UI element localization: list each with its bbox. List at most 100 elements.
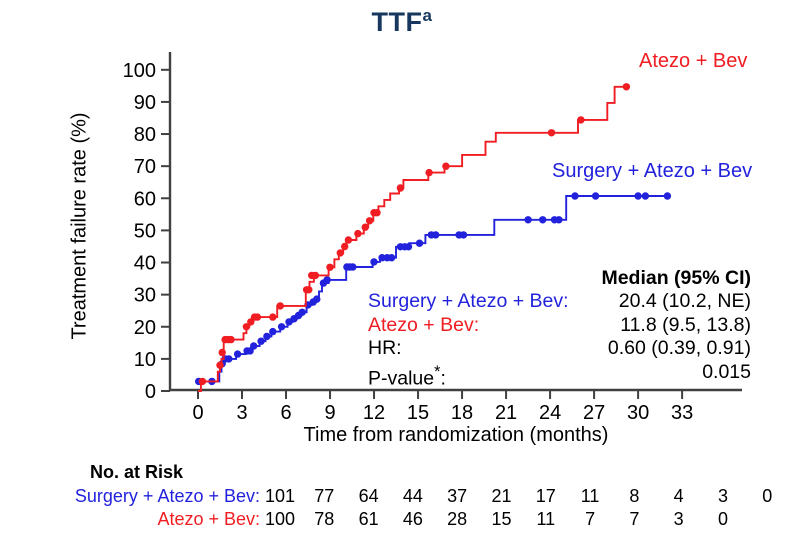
censor-dot-surgery-atezo-bev [269,327,277,336]
censor-dot-atezo-bev [577,116,585,124]
censor-dot-surgery-atezo-bev [591,192,600,200]
risk-count: 3 [673,509,684,529]
y-tick-label: 10 [134,349,156,371]
censor-dot-surgery-atezo-bev [323,276,331,284]
censor-dot-surgery-atezo-bev [634,192,642,200]
stats-row-hr: HR: 0.60 (0.39, 0.91) [368,337,751,361]
x-tick-label: 30 [627,402,649,424]
censor-dot-surgery-atezo-bev [313,295,321,303]
risk-count: 28 [447,509,468,529]
stats-row-pvalue: P-value*: 0.015 [368,360,751,390]
x-tick-label: 33 [671,402,693,424]
stats-label-pvalue: P-value*: [368,362,446,390]
censor-dot-atezo-bev [354,229,362,238]
risk-count: 100 [264,509,296,529]
censor-dot-atezo-bev [547,129,556,137]
risk-count: 7 [585,509,596,529]
x-tick-label: 0 [192,402,203,424]
censor-dot-surgery-atezo-bev [432,231,440,239]
censor-dot-surgery-atezo-bev [250,342,258,350]
censor-dot-surgery-atezo-bev [257,337,265,345]
risk-count: 7 [629,509,640,529]
censor-dot-surgery-atezo-bev [555,216,563,224]
y-tick-label: 0 [145,381,156,403]
y-tick-label: 100 [123,60,156,82]
censor-dot-surgery-atezo-bev [459,231,468,239]
risk-count: 37 [447,486,468,506]
censor-dot-atezo-bev [396,184,405,192]
censor-dot-atezo-bev [305,286,313,294]
censor-dot-surgery-atezo-bev [225,355,233,363]
risk-count: 15 [491,509,512,529]
risk-row-label: Surgery + Atezo + Bev: [74,486,260,506]
risk-count: 101 [264,486,296,506]
legend-atezo-bev: Atezo + Bev [639,50,748,72]
censor-dot-atezo-bev [341,242,349,251]
censor-dot-atezo-bev [227,335,235,344]
x-tick-label: 15 [407,402,429,424]
stats-value-pvalue: 0.015 [702,360,751,383]
x-tick-label: 3 [236,402,247,424]
censor-dot-atezo-bev [365,217,374,225]
censor-dot-surgery-atezo-bev [233,350,242,358]
x-axis-label: Time from randomization (months) [303,424,609,446]
x-tick-label: 9 [324,402,335,424]
censor-dot-surgery-atezo-bev [349,263,357,271]
censor-dot-surgery-atezo-bev [571,192,579,200]
risk-count: 46 [402,509,423,529]
stats-value-atezo: 11.8 (9.5, 13.8) [620,313,751,336]
x-tick-label: 27 [583,402,605,424]
y-tick-label: 20 [134,317,156,339]
risk-count: 0 [762,486,773,506]
legend-surgery-atezo-bev: Surgery + Atezo + Bev [552,160,753,182]
risk-count: 17 [535,486,556,506]
censor-dot-surgery-atezo-bev [641,192,650,200]
risk-row-label: Atezo + Bev: [157,509,260,529]
risk-count: 78 [314,509,335,529]
risk-count: 8 [629,486,640,506]
stats-value-surgery: 20.4 (10.2, NE) [618,290,751,312]
x-tick-label: 24 [539,402,561,424]
censor-dot-surgery-atezo-bev [277,323,286,331]
risk-count: 11 [580,486,600,506]
censor-dot-atezo-bev [311,271,320,280]
censor-dot-atezo-bev [373,209,381,217]
x-tick-label: 18 [451,402,473,424]
censor-dot-atezo-bev [269,313,277,321]
chart-title: TTFa [0,6,804,38]
risk-count: 64 [358,486,379,506]
censor-dot-surgery-atezo-bev [298,308,306,316]
risk-count: 3 [717,486,728,506]
censor-dot-surgery-atezo-bev [415,239,424,247]
risk-count: 11 [536,509,556,529]
y-axis-label: Treatment failure rate (%) [68,112,91,340]
censor-dot-atezo-bev [425,168,433,177]
risk-count: 61 [358,509,379,529]
x-tick-label: 12 [363,402,385,424]
censor-dot-atezo-bev [253,313,262,321]
censor-dot-atezo-bev [622,83,631,91]
censor-dot-atezo-bev [361,223,369,231]
stats-label-hr: HR: [368,337,402,359]
stats-label-atezo: Atezo + Bev: [368,313,480,336]
risk-count: 21 [491,486,512,506]
stats-row-atezo: Atezo + Bev: 11.8 (9.5, 13.8) [368,314,751,338]
censor-dot-atezo-bev [326,263,334,271]
censor-dot-surgery-atezo-bev [378,254,386,262]
censor-dot-surgery-atezo-bev [404,243,413,251]
censor-dot-surgery-atezo-bev [370,258,378,266]
censor-dot-atezo-bev [242,323,251,331]
y-tick-label: 50 [134,220,156,242]
y-tick-label: 30 [134,285,156,307]
censor-dot-surgery-atezo-bev [663,192,672,200]
risk-count: 77 [314,486,335,506]
stats-header: Median (95% CI) [601,267,751,289]
stats-block: Median (95% CI) Surgery + Atezo + Bev: 2… [368,266,751,390]
risk-table-heading: No. at Risk [90,462,184,482]
censor-dot-atezo-bev [218,348,226,357]
x-tick-label: 6 [280,402,291,424]
censor-dot-atezo-bev [336,249,344,257]
censor-dot-surgery-atezo-bev [263,332,271,341]
